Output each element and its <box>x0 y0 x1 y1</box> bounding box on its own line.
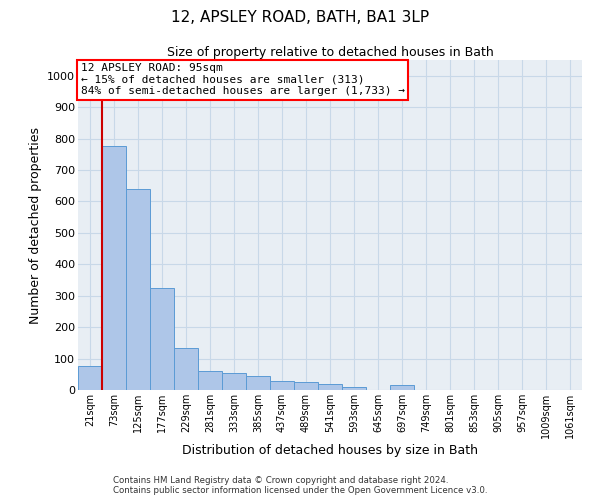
Bar <box>318 384 342 390</box>
Y-axis label: Number of detached properties: Number of detached properties <box>29 126 41 324</box>
Bar <box>78 366 102 390</box>
Bar <box>246 376 270 390</box>
X-axis label: Distribution of detached houses by size in Bath: Distribution of detached houses by size … <box>182 444 478 456</box>
Text: 12, APSLEY ROAD, BATH, BA1 3LP: 12, APSLEY ROAD, BATH, BA1 3LP <box>171 10 429 25</box>
Bar <box>102 146 126 390</box>
Bar <box>198 371 222 390</box>
Text: 12 APSLEY ROAD: 95sqm
← 15% of detached houses are smaller (313)
84% of semi-det: 12 APSLEY ROAD: 95sqm ← 15% of detached … <box>80 64 404 96</box>
Bar <box>174 348 198 390</box>
Title: Size of property relative to detached houses in Bath: Size of property relative to detached ho… <box>167 46 493 59</box>
Bar <box>270 380 294 390</box>
Bar <box>390 386 414 390</box>
Bar <box>150 288 174 390</box>
Text: Contains HM Land Registry data © Crown copyright and database right 2024.
Contai: Contains HM Land Registry data © Crown c… <box>113 476 487 495</box>
Bar <box>222 372 246 390</box>
Bar <box>126 189 150 390</box>
Bar <box>342 387 366 390</box>
Bar <box>294 382 318 390</box>
